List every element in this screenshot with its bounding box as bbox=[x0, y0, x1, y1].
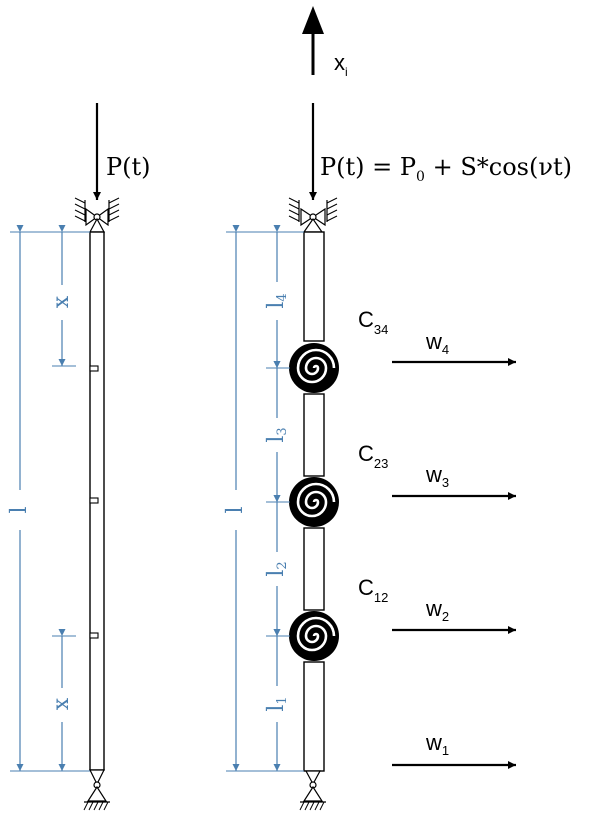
left-bottom-offset-label: x bbox=[49, 697, 74, 710]
left-column-marker bbox=[89, 632, 99, 639]
right-length-label: l bbox=[223, 506, 248, 513]
deflection-label-w1: w1 bbox=[425, 730, 449, 758]
deflection-w2: w2 bbox=[392, 596, 516, 634]
right-bottom-support-icon bbox=[299, 770, 326, 811]
segment-label-l2: l2 bbox=[264, 561, 290, 576]
deflection-w3: w3 bbox=[392, 462, 516, 500]
left-top-support-icon bbox=[74, 197, 120, 233]
deflection-label-w4: w4 bbox=[425, 329, 449, 357]
axis-arrow: xi bbox=[302, 6, 348, 79]
left-column-marker bbox=[89, 365, 99, 372]
segment-2 bbox=[303, 527, 325, 611]
axis-label: xi bbox=[334, 50, 348, 79]
left-length-label: l bbox=[7, 506, 32, 513]
spring-c12-icon bbox=[289, 611, 339, 661]
segment-dimension-l1: l1 bbox=[264, 629, 290, 771]
left-bottom-support-icon bbox=[83, 769, 110, 811]
left-bottom-offset-dimension: x bbox=[49, 629, 76, 771]
spring-c23-icon bbox=[289, 477, 339, 527]
axis-arrow-head-icon bbox=[302, 6, 324, 34]
segment-label-l3: l3 bbox=[264, 427, 290, 442]
right-top-support-icon bbox=[288, 197, 338, 233]
left-top-offset-label: x bbox=[49, 295, 74, 308]
segment-label-l1: l1 bbox=[264, 696, 290, 711]
left-column-marker bbox=[89, 497, 99, 504]
spring-label-c12: C12 bbox=[358, 575, 388, 605]
segment-dimension-l2: l2 bbox=[264, 495, 290, 637]
left-top-offset-dimension: x bbox=[49, 225, 76, 367]
segment-3 bbox=[303, 393, 325, 477]
segment-1 bbox=[303, 661, 325, 772]
spring-label-c23: C23 bbox=[358, 441, 388, 471]
deflection-label-w2: w2 bbox=[425, 596, 449, 624]
deflection-w4: w4 bbox=[392, 329, 516, 366]
deflection-w1: w1 bbox=[392, 730, 516, 769]
deflection-label-w3: w3 bbox=[425, 462, 449, 490]
segment-dimension-l3: l3 bbox=[264, 361, 290, 503]
right-column-assembly: P(t) = P0 + S*cos(νt) bbox=[223, 103, 572, 811]
left-length-dimension: l bbox=[7, 225, 90, 772]
left-load-label: P(t) bbox=[106, 153, 151, 181]
segment-4 bbox=[303, 231, 325, 342]
spring-c34-icon bbox=[289, 343, 339, 393]
right-load-label: P(t) = P0 + S*cos(νt) bbox=[320, 153, 572, 185]
right-length-dimension: l bbox=[223, 225, 304, 772]
left-column-assembly: P(t) bbox=[7, 103, 151, 811]
segment-label-l4: l4 bbox=[264, 293, 290, 308]
spring-label-c34: C34 bbox=[358, 307, 388, 337]
segment-dimension-l4: l4 bbox=[264, 225, 290, 369]
